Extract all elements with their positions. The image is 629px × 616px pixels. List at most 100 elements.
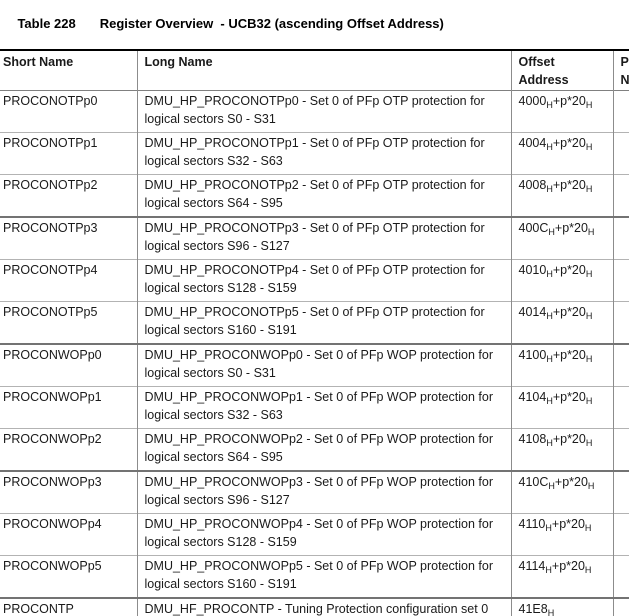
page-number-cell xyxy=(612,471,629,514)
page-number-cell xyxy=(612,217,629,260)
offset-address-cell: 4100H+p*20H xyxy=(510,344,613,387)
offset-hex-value: +p*20 xyxy=(554,475,588,489)
table-row: PROCONOTPp5 DMU_HP_PROCONOTPp5 - Set 0 of… xyxy=(0,301,629,344)
hex-subscript: H xyxy=(546,311,553,321)
table-title-label: Table 228 xyxy=(17,16,76,31)
column-header-long-name: Long Name xyxy=(136,50,511,91)
long-name-cell: DMU_HP_PROCONWOPp0 - Set 0 of PFp WOP pr… xyxy=(136,344,511,387)
hex-subscript: H xyxy=(546,142,553,152)
offset-hex-value: 410C xyxy=(518,475,549,489)
column-header-page-number: Page Number xyxy=(612,50,629,91)
offset-hex-value: 4010 xyxy=(518,263,547,277)
table-row: PROCONWOPp1 DMU_HP_PROCONWOPp1 - Set 0 of… xyxy=(0,386,629,429)
hex-subscript: H xyxy=(546,184,553,194)
offset-hex-value: 4008 xyxy=(518,178,547,192)
hex-subscript: H xyxy=(584,523,592,533)
page-number-cell xyxy=(612,90,629,133)
page-number-cell xyxy=(612,132,629,175)
column-header-line: Offset xyxy=(518,55,555,69)
page-number-cell xyxy=(612,301,629,344)
column-header-offset-address: Offset Address xyxy=(510,50,613,91)
page-number-cell xyxy=(612,259,629,302)
hex-subscript: H xyxy=(546,354,553,364)
offset-hex-value: 4104 xyxy=(518,390,547,404)
table-title: Table 228 Register Overview - UCB32 (asce… xyxy=(0,0,629,49)
short-name-cell: PROCONOTPp4 xyxy=(3,263,98,277)
short-name-cell: PROCONOTPp2 xyxy=(3,178,98,192)
table-title-text: Register Overview - UCB32 (ascending Off… xyxy=(99,16,444,31)
long-name-cell: DMU_HP_PROCONWOPp4 - Set 0 of PFp WOP pr… xyxy=(136,513,511,556)
short-name-cell: PROCONOTPp5 xyxy=(3,305,98,319)
table-row: PROCONWOPp3 DMU_HP_PROCONWOPp3 - Set 0 of… xyxy=(0,471,629,514)
hex-subscript: H xyxy=(585,269,593,279)
long-name-cell: DMU_HP_PROCONOTPp4 - Set 0 of PFp OTP pr… xyxy=(136,259,511,302)
hex-subscript: H xyxy=(546,438,553,448)
offset-address-cell: 4104H+p*20H xyxy=(510,386,613,429)
offset-hex-value: 4110 xyxy=(518,517,546,531)
hex-subscript: H xyxy=(548,481,555,491)
table-row: PROCONWOPp4 DMU_HP_PROCONWOPp4 - Set 0 of… xyxy=(0,513,629,556)
offset-hex-value: +p*20 xyxy=(551,559,585,573)
hex-subscript: H xyxy=(585,396,593,406)
hex-subscript: H xyxy=(584,565,592,575)
short-name-cell: PROCONWOPp0 xyxy=(3,348,102,362)
table-row: PROCONOTPp4 DMU_HP_PROCONOTPp4 - Set 0 of… xyxy=(0,259,629,302)
long-name-cell: DMU_HP_PROCONWOPp3 - Set 0 of PFp WOP pr… xyxy=(136,471,511,514)
column-header-line: Page xyxy=(620,55,629,69)
offset-address-cell: 4008H+p*20H xyxy=(510,174,613,217)
page-number-cell xyxy=(612,428,629,471)
short-name-cell: PROCONWOPp4 xyxy=(3,517,102,531)
register-table-body: PROCONOTPp0 DMU_HP_PROCONOTPp0 - Set 0 of… xyxy=(0,90,629,616)
offset-hex-value: 4014 xyxy=(518,305,547,319)
offset-hex-value: +p*20 xyxy=(552,348,586,362)
hex-subscript: H xyxy=(547,608,555,616)
hex-subscript: H xyxy=(587,227,595,237)
page-number-cell xyxy=(612,513,629,556)
offset-hex-value: 4000 xyxy=(518,94,547,108)
offset-hex-value: +p*20 xyxy=(552,263,586,277)
page-number-cell xyxy=(612,174,629,217)
table-row: PROCONWOPp2 DMU_HP_PROCONWOPp2 - Set 0 of… xyxy=(0,428,629,471)
short-name-cell: PROCONOTPp0 xyxy=(3,94,98,108)
long-name-cell: DMU_HP_PROCONOTPp3 - Set 0 of PFp OTP pr… xyxy=(136,217,511,260)
page-number-cell xyxy=(612,555,629,598)
register-overview-table: Short Name Long Name Offset Address Page Numb… xyxy=(0,49,629,616)
column-header-line: Short Name xyxy=(3,55,74,69)
offset-address-cell: 4010H+p*20H xyxy=(510,259,613,302)
hex-subscript: H xyxy=(585,142,593,152)
table-row: PROCONOTPp2 DMU_HP_PROCONOTPp2 - Set 0 of… xyxy=(0,174,629,217)
table-row: PROCONOTPp0 DMU_HP_PROCONOTPp0 - Set 0 of… xyxy=(0,90,629,133)
long-name-cell: DMU_HP_PROCONOTPp1 - Set 0 of PFp OTP pr… xyxy=(136,132,511,175)
hex-subscript: H xyxy=(546,269,553,279)
offset-hex-value: +p*20 xyxy=(552,94,586,108)
long-name-cell: DMU_HP_PROCONOTPp0 - Set 0 of PFp OTP pr… xyxy=(136,90,511,133)
hex-subscript: H xyxy=(546,396,553,406)
offset-address-cell: 4004H+p*20H xyxy=(510,132,613,175)
offset-hex-value: 4114 xyxy=(518,559,546,573)
offset-hex-value: 400C xyxy=(518,221,549,235)
page-number-cell xyxy=(612,598,629,616)
table-row: PROCONOTPp1 DMU_HP_PROCONOTPp1 - Set 0 of… xyxy=(0,132,629,175)
offset-address-cell: 4108H+p*20H xyxy=(510,428,613,471)
page-number-cell xyxy=(612,386,629,429)
long-name-cell: DMU_HP_PROCONWOPp1 - Set 0 of PFp WOP pr… xyxy=(136,386,511,429)
offset-hex-value: +p*20 xyxy=(551,517,585,531)
hex-subscript: H xyxy=(585,100,593,110)
offset-address-cell: 4110H+p*20H xyxy=(510,513,613,556)
offset-address-cell: 400CH+p*20H xyxy=(510,217,613,260)
offset-hex-value: 4100 xyxy=(518,348,547,362)
long-name-cell: DMU_HP_PROCONOTPp2 - Set 0 of PFp OTP pr… xyxy=(136,174,511,217)
short-name-cell: PROCONWOPp3 xyxy=(3,475,102,489)
hex-subscript: H xyxy=(585,311,593,321)
hex-subscript: H xyxy=(548,227,555,237)
short-name-cell: PROCONWOPp1 xyxy=(3,390,102,404)
column-header-line: Number xyxy=(620,72,629,87)
offset-address-cell: 4014H+p*20H xyxy=(510,301,613,344)
table-row: PROCONWOPp0 DMU_HP_PROCONWOPp0 - Set 0 of… xyxy=(0,344,629,387)
offset-hex-value: +p*20 xyxy=(554,221,588,235)
offset-hex-value: +p*20 xyxy=(552,432,586,446)
hex-subscript: H xyxy=(585,438,593,448)
offset-hex-value: 4108 xyxy=(518,432,547,446)
table-row: PROCONOTPp3 DMU_HP_PROCONOTPp3 - Set 0 of… xyxy=(0,217,629,260)
column-header-line: Long Name xyxy=(144,55,213,69)
